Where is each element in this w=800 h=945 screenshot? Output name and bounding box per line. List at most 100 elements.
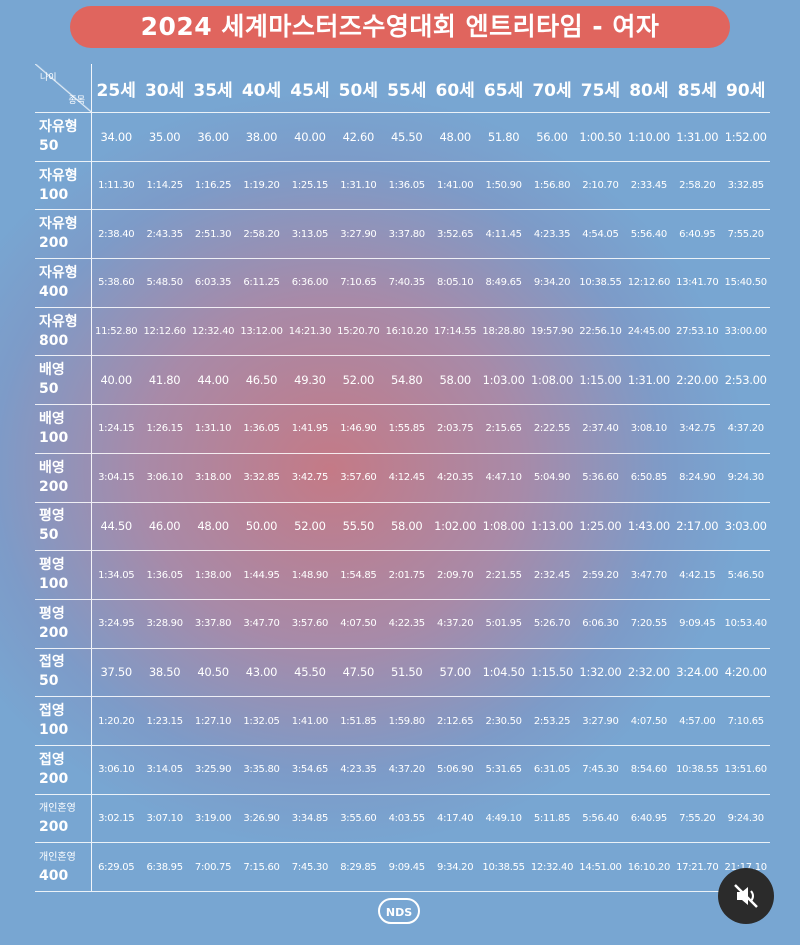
time-cell: 3:27.90 <box>340 228 377 240</box>
time-cell: 15:40.50 <box>724 277 768 289</box>
time-cell: 6:11.25 <box>243 277 280 289</box>
time-cell: 2:53.25 <box>533 715 571 727</box>
corner-bottom: 종목 <box>68 96 85 106</box>
time-cell: 2:53.00 <box>724 373 767 388</box>
time-cell: 7:55.20 <box>727 228 765 240</box>
time-cell: 4:23.35 <box>533 228 571 240</box>
time-cell: 1:43.00 <box>627 519 670 534</box>
time-cell: 1:31.00 <box>676 129 719 144</box>
time-cell: 1:34.05 <box>98 569 135 581</box>
header-row: 나이 종목 25세 30세 35세 40세 45세 50세 55세 60세 65세 70세 75세 80세… <box>35 64 770 113</box>
time-cell: 9:09.45 <box>679 618 716 630</box>
title: 2024 세계마스터즈수영대회 엔트리타임 - 여자 <box>70 6 730 48</box>
event-name: 평영 <box>39 508 65 525</box>
time-cell: 2:20.00 <box>676 373 719 388</box>
time-cell: 45.50 <box>391 129 423 144</box>
time-cell: 1:25.15 <box>291 180 329 192</box>
mute-button[interactable] <box>718 868 774 924</box>
time-cell: 12:12.60 <box>627 277 671 289</box>
event-cell: 자유형 400 <box>35 259 92 307</box>
time-cell: 1:36.05 <box>388 180 426 192</box>
event-distance: 200 <box>39 770 69 787</box>
time-cell: 2:37.40 <box>582 423 619 435</box>
time-cell: 3:27.90 <box>582 715 619 727</box>
time-cell: 1:41.00 <box>437 180 474 192</box>
time-cell: 7:45.30 <box>582 764 619 776</box>
event-distance: 800 <box>39 332 69 349</box>
data-row: 자유형 100 1:11.30 1:14.25 1:16.25 1:19.20 1:25.1… <box>35 161 770 211</box>
time-cell: 5:06.90 <box>437 764 474 776</box>
time-cell: 49.30 <box>294 373 326 388</box>
age-header: 70세 <box>532 80 572 101</box>
time-cell: 12:32.40 <box>191 326 235 338</box>
time-cell: 43.00 <box>245 665 278 680</box>
time-cell: 21:17.10 <box>721 862 769 873</box>
time-cell: 4:47.10 <box>485 472 522 484</box>
time-cell: 3:28.90 <box>146 618 184 630</box>
time-cell: 1:08.00 <box>531 373 574 388</box>
event-distance: 200 <box>39 235 69 252</box>
time-cell: 3:57.60 <box>291 618 329 630</box>
time-cell: 1:11.30 <box>98 180 135 192</box>
time-cell: 1:31.10 <box>340 180 377 192</box>
time-cell: 51.80 <box>487 129 520 144</box>
time-cell: 3:57.60 <box>340 472 377 484</box>
time-cell: 12:12.60 <box>143 326 186 338</box>
time-cell: 4:37.20 <box>727 423 765 435</box>
time-cell: 1:31.10 <box>194 423 232 435</box>
time-cell: 1:24.15 <box>98 423 135 435</box>
time-cell: 3:32.85 <box>727 180 765 192</box>
time-cell: 8:24.90 <box>679 472 716 484</box>
time-cell: 6:06.30 <box>582 618 619 630</box>
time-cell: 1:03.00 <box>482 373 525 388</box>
time-cell: 3:06.10 <box>146 472 184 484</box>
time-cell: 7:55.20 <box>679 812 716 824</box>
time-cell: 1:51.85 <box>340 715 377 727</box>
time-cell: 42.60 <box>342 129 375 144</box>
event-distance: 200 <box>39 478 69 495</box>
time-cell: 37.50 <box>100 665 132 680</box>
time-cell: 1:16.25 <box>194 180 232 192</box>
data-row: 개인혼영 200 3:02.15 3:07.10 3:19.00 3:26.90 3:34.… <box>35 794 770 844</box>
time-cell: 6:40.95 <box>679 228 716 240</box>
event-name: 자유형 <box>39 313 78 330</box>
time-cell: 10:38.55 <box>482 861 525 873</box>
time-cell: 2:32.00 <box>627 665 670 680</box>
time-cell: 1:46.90 <box>340 423 377 435</box>
time-cell: 1:54.85 <box>340 569 377 581</box>
time-cell: 2:17.00 <box>676 519 719 534</box>
time-cell: 40.50 <box>197 665 229 680</box>
time-cell: 12:32.40 <box>530 861 574 873</box>
time-cell: 3:37.80 <box>388 228 426 240</box>
time-cell: 3:42.75 <box>679 423 716 435</box>
time-cell: 10:38.55 <box>676 764 719 776</box>
event-cell: 평영 200 <box>35 599 92 648</box>
time-cell: 1:50.90 <box>485 180 522 192</box>
time-cell: 16:10.20 <box>627 861 671 873</box>
time-cell: 1:00.50 <box>579 129 622 144</box>
event-cell: 개인혼영 200 <box>35 794 92 843</box>
time-cell: 18:28.80 <box>482 326 525 338</box>
time-cell: 4:07.50 <box>630 715 668 727</box>
time-cell: 52.00 <box>294 519 326 534</box>
event-cell: 개인혼영 400 <box>35 843 92 891</box>
time-cell: 4:23.35 <box>340 764 377 776</box>
time-cell: 2:58.20 <box>679 180 716 192</box>
time-cell: 13:51.60 <box>724 764 768 776</box>
time-cell: 2:03.75 <box>437 423 474 435</box>
time-cell: 5:31.65 <box>485 764 522 776</box>
time-cell: 4:07.50 <box>340 618 377 630</box>
event-name: 자유형 <box>39 118 78 135</box>
time-cell: 5:56.40 <box>630 228 668 240</box>
time-cell: 1:23.15 <box>146 715 184 727</box>
table: 나이 종목 25세 30세 35세 40세 45세 50세 55세 60세 65세 70세 75세 80세… <box>35 64 770 892</box>
time-cell: 3:03.00 <box>724 519 767 534</box>
time-cell: 6:38.95 <box>146 861 184 873</box>
age-header: 40세 <box>241 80 282 101</box>
event-name: 자유형 <box>39 264 78 281</box>
event-cell: 자유형 800 <box>35 307 92 356</box>
corner-top: 나이 <box>40 73 57 83</box>
time-cell: 1:15.00 <box>579 373 622 388</box>
time-cell: 3:26.90 <box>243 812 280 824</box>
time-cell: 9:34.20 <box>533 277 571 289</box>
